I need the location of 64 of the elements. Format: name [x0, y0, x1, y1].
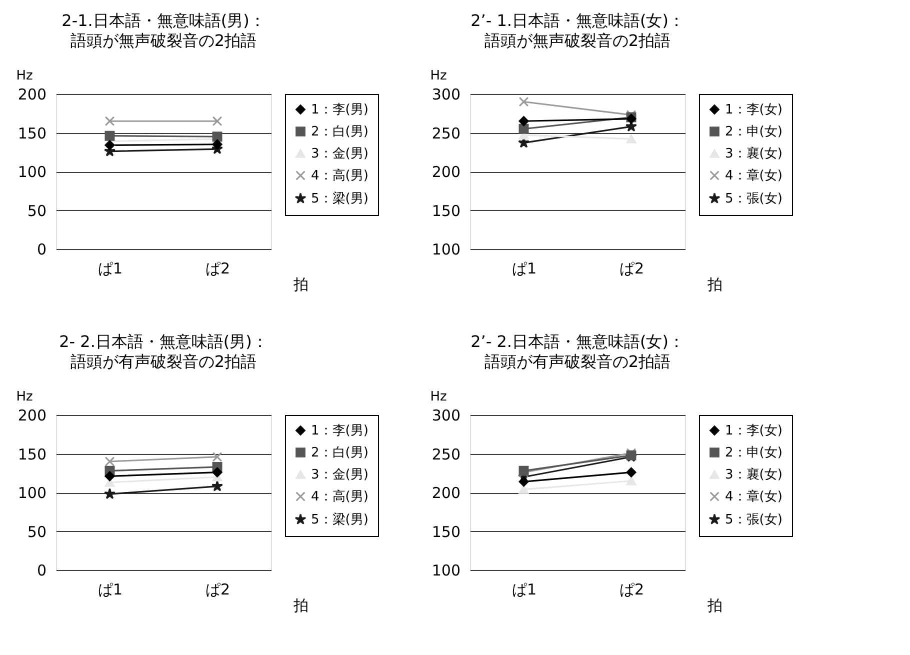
legend-label: 2：申(女) — [725, 124, 782, 140]
chart-title: 2’- 2.日本語・無意味語(女)： — [470, 332, 684, 351]
x-axis-title: 拍 — [706, 276, 722, 294]
legend-label: 4：章(女) — [725, 490, 782, 504]
y-tick-label: 100 — [18, 484, 46, 502]
x-tick-label: ぱ2 — [205, 260, 230, 278]
chart-subtitle: 語頭が無声破裂音の2拍語 — [70, 31, 257, 50]
legend-label: 1：李(女) — [725, 102, 782, 118]
legend-label: 4：章(女) — [725, 168, 782, 184]
legend-label: 4：高(男) — [311, 168, 368, 184]
y-tick-label: 100 — [432, 562, 460, 580]
legend-label: 2：白(男) — [311, 124, 368, 140]
legend-label: 4：高(男) — [311, 488, 368, 504]
legend-label: 3：金(男) — [311, 146, 368, 162]
y-tick-label: 200 — [432, 484, 460, 502]
x-tick-label: ぱ2 — [619, 580, 644, 598]
y-axis-title: Hz — [430, 390, 447, 404]
legend-label: 2：白(男) — [311, 446, 368, 460]
x-tick-label: ぱ1 — [512, 580, 537, 598]
y-tick-label: 150 — [18, 445, 46, 464]
y-tick-label: 100 — [18, 163, 46, 181]
x-axis-title: 拍 — [706, 596, 722, 614]
legend-label: 5：梁(男) — [311, 190, 368, 206]
y-tick-label: 150 — [18, 124, 46, 142]
y-tick-label: 250 — [432, 124, 460, 142]
y-tick-label: 50 — [27, 522, 46, 541]
legend-label: 1：李(女) — [725, 424, 782, 438]
y-tick-label: 150 — [432, 202, 460, 220]
legend-label: 3：襄(女) — [725, 146, 782, 162]
x-tick-label: ぱ1 — [512, 260, 537, 278]
y-tick-label: 0 — [36, 562, 46, 580]
y-axis-title: Hz — [16, 390, 33, 404]
legend-label: 1：李(男) — [311, 424, 368, 438]
y-axis-title: Hz — [430, 68, 447, 84]
x-axis-title: 拍 — [292, 276, 308, 294]
y-tick-label: 200 — [18, 86, 46, 104]
x-tick-label: ぱ2 — [619, 260, 644, 278]
y-tick-label: 0 — [36, 240, 46, 258]
chart-subtitle: 語頭が有声破裂音の2拍語 — [70, 352, 257, 371]
y-tick-label: 100 — [432, 240, 460, 258]
y-tick-label: 200 — [432, 163, 460, 181]
chart-subtitle: 語頭が無声破裂音の2拍語 — [484, 31, 671, 50]
chart-title: 2- 2.日本語・無意味語(男)： — [59, 332, 268, 351]
x-axis-title: 拍 — [292, 596, 308, 614]
x-tick-label: ぱ1 — [98, 260, 123, 278]
legend-label: 2：申(女) — [725, 446, 782, 460]
legend-label: 5：張(女) — [725, 512, 782, 528]
y-axis-title: Hz — [16, 68, 33, 84]
legend-label: 3：襄(女) — [725, 466, 782, 482]
y-tick-label: 300 — [432, 86, 460, 104]
legend-label: 1：李(男) — [311, 102, 368, 118]
y-tick-label: 150 — [432, 522, 460, 541]
x-tick-label: ぱ2 — [205, 580, 230, 598]
x-tick-label: ぱ1 — [98, 580, 123, 598]
y-tick-label: 50 — [27, 202, 46, 220]
chart-title: 2’- 1.日本語・無意味語(女)： — [470, 11, 684, 30]
legend-label: 5：張(女) — [725, 192, 782, 206]
y-tick-label: 300 — [432, 406, 460, 424]
legend-label: 5：梁(男) — [311, 512, 368, 528]
legend-label: 3：金(男) — [311, 468, 368, 482]
chart-subtitle: 語頭が有声破裂音の2拍語 — [484, 352, 671, 371]
chart-title: 2-1.日本語・無意味語(男)： — [62, 11, 266, 30]
y-tick-label: 200 — [18, 406, 46, 424]
y-tick-label: 250 — [432, 445, 460, 464]
